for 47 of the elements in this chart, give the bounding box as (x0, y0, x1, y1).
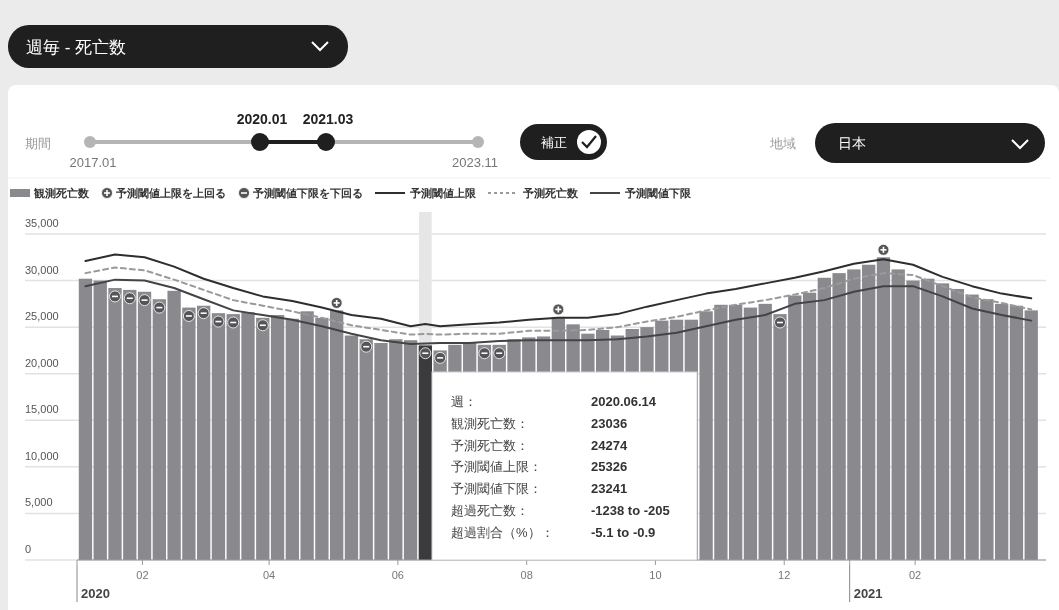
legend-label: 予測閾値上限 (409, 187, 477, 199)
legend-label: 予測閾値上限を上回る (115, 187, 226, 199)
x-tick-label: 02 (908, 569, 922, 581)
annotation: 24274 (591, 437, 628, 453)
text: 補正 (541, 135, 567, 150)
annotation: -5.1 to -0.9 (591, 524, 656, 540)
y-tick-label: 5,000 (25, 496, 53, 509)
annotation: 予測閾値上限： (451, 459, 542, 475)
annotation: 週： (451, 394, 477, 409)
legend-label: 予測閾値下限を下回る (252, 187, 363, 199)
y-tick-label: 10,000 (25, 449, 59, 462)
legend-label: 予測閾値下限 (624, 187, 692, 199)
text: 2023.11 (451, 155, 499, 170)
annotation: 観測死亡数： (451, 415, 529, 431)
text: 2017.01 (69, 155, 117, 170)
annotation: 超過割合（%）： (451, 524, 554, 540)
annotation: 23036 (591, 415, 628, 431)
y-tick-label: 30,000 (25, 263, 59, 276)
chart-title: 週毎 - 死亡数 (26, 38, 127, 57)
annotation: 超過死亡数： (451, 503, 529, 518)
annotation: 23241 (591, 481, 628, 497)
x-tick-label: 08 (520, 569, 533, 581)
legend-label: 予測死亡数 (522, 187, 579, 199)
x-tick-label: 06 (391, 569, 405, 581)
text: 期間 (25, 136, 51, 151)
text: 日本 (838, 135, 866, 151)
annotation: 2020.06.14 (591, 394, 657, 409)
y-tick-label: 35,000 (25, 217, 59, 229)
title-dropdown: 週毎 - 死亡数 (8, 25, 348, 68)
legend-label: 観測死亡数 (33, 187, 90, 199)
y-tick-label: 20,000 (25, 356, 59, 369)
annotation: 予測死亡数： (451, 437, 529, 453)
annotation: 予測閾値下限： (451, 481, 542, 497)
text: 地域 (769, 136, 796, 151)
annotation: 25326 (591, 459, 628, 475)
y-tick-label: 25,000 (25, 310, 59, 323)
text: 2021.03 (302, 111, 354, 127)
y-tick-label: 0 (25, 543, 32, 555)
x-tick-label: 02 (136, 569, 149, 581)
annotation: -1238 to -205 (591, 503, 670, 518)
x-tick-label: 12 (778, 569, 791, 581)
x-tick-label: 10 (649, 569, 662, 581)
text: 2021 (853, 586, 883, 601)
y-tick-label: 15,000 (25, 403, 59, 416)
text: 2020.01 (236, 111, 288, 127)
x-tick-label: 04 (262, 569, 276, 581)
text: 2020 (81, 586, 110, 601)
